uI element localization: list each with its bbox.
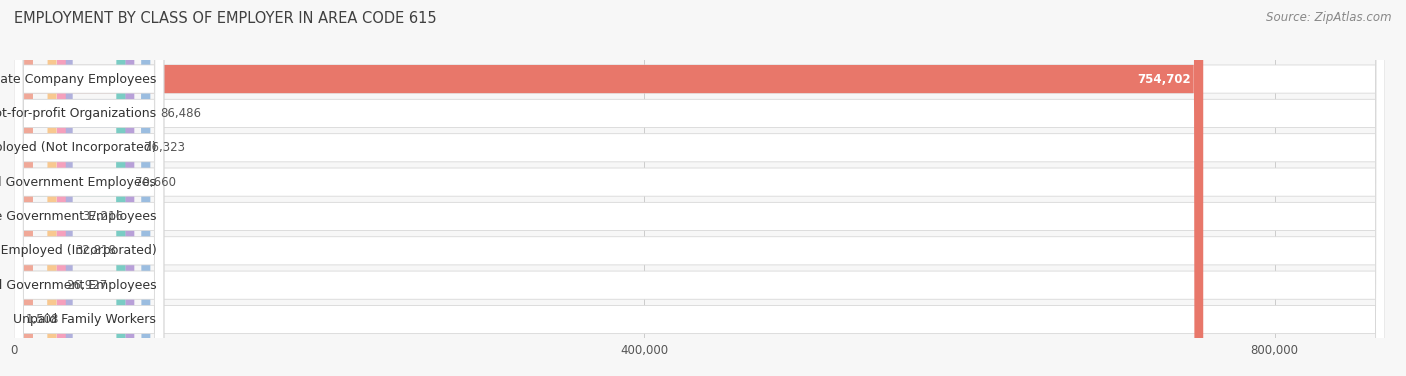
Text: Self-Employed (Incorporated): Self-Employed (Incorporated) (0, 244, 156, 257)
Text: Unpaid Family Workers: Unpaid Family Workers (14, 313, 156, 326)
FancyBboxPatch shape (14, 0, 163, 376)
Text: Source: ZipAtlas.com: Source: ZipAtlas.com (1267, 11, 1392, 24)
Text: Federal Government Employees: Federal Government Employees (0, 279, 156, 292)
FancyBboxPatch shape (14, 0, 66, 376)
Text: Self-Employed (Not Incorporated): Self-Employed (Not Incorporated) (0, 141, 156, 154)
FancyBboxPatch shape (14, 0, 1385, 376)
FancyBboxPatch shape (14, 0, 150, 376)
FancyBboxPatch shape (14, 0, 1385, 376)
FancyBboxPatch shape (14, 0, 1385, 376)
Text: 32,818: 32,818 (76, 244, 117, 257)
FancyBboxPatch shape (14, 0, 1385, 376)
Text: Local Government Employees: Local Government Employees (0, 176, 156, 189)
FancyBboxPatch shape (14, 0, 163, 376)
Text: 1,508: 1,508 (25, 313, 59, 326)
FancyBboxPatch shape (14, 0, 1204, 376)
Text: 86,486: 86,486 (160, 107, 201, 120)
Text: State Government Employees: State Government Employees (0, 210, 156, 223)
FancyBboxPatch shape (14, 0, 73, 376)
Text: EMPLOYMENT BY CLASS OF EMPLOYER IN AREA CODE 615: EMPLOYMENT BY CLASS OF EMPLOYER IN AREA … (14, 11, 437, 26)
Text: 76,323: 76,323 (143, 141, 184, 154)
FancyBboxPatch shape (14, 0, 163, 376)
Text: 37,216: 37,216 (82, 210, 124, 223)
FancyBboxPatch shape (14, 0, 163, 376)
Text: Private Company Employees: Private Company Employees (0, 73, 156, 86)
FancyBboxPatch shape (14, 0, 125, 376)
Text: Not-for-profit Organizations: Not-for-profit Organizations (0, 107, 156, 120)
FancyBboxPatch shape (14, 0, 32, 376)
FancyBboxPatch shape (14, 0, 163, 376)
FancyBboxPatch shape (14, 0, 1385, 376)
FancyBboxPatch shape (14, 0, 1385, 376)
FancyBboxPatch shape (14, 0, 135, 376)
FancyBboxPatch shape (14, 0, 163, 376)
FancyBboxPatch shape (14, 0, 163, 376)
FancyBboxPatch shape (14, 0, 1385, 376)
FancyBboxPatch shape (14, 0, 56, 376)
FancyBboxPatch shape (14, 0, 163, 376)
Text: 70,660: 70,660 (135, 176, 176, 189)
Text: 754,702: 754,702 (1137, 73, 1191, 86)
Text: 26,927: 26,927 (66, 279, 107, 292)
FancyBboxPatch shape (14, 0, 1385, 376)
